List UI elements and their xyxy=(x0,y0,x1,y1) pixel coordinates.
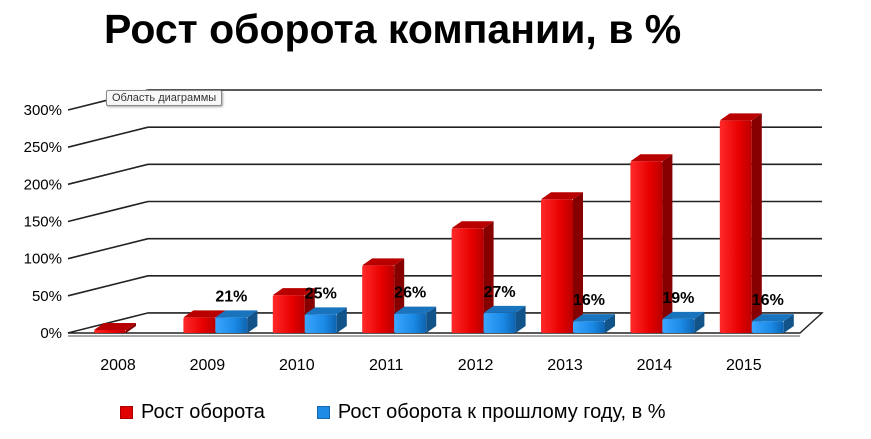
x-tick-label: 2015 xyxy=(726,357,762,374)
bar-top xyxy=(183,310,226,318)
bar-top xyxy=(304,307,347,315)
bar-front xyxy=(751,321,784,333)
bar-side xyxy=(662,154,673,333)
x-tick-label: 2010 xyxy=(279,357,315,374)
data-label: 16% xyxy=(573,292,605,309)
bar-top xyxy=(451,221,494,229)
y-tick-label: 100% xyxy=(24,251,62,268)
series-0-bar xyxy=(541,192,583,333)
legend-label: Рост оборота к прошлому году, в % xyxy=(337,400,666,423)
bar-top xyxy=(215,310,258,318)
y-axis-ticks: 0% 50% 100% 150% 200% 250% 300% xyxy=(24,102,62,342)
bar-front xyxy=(394,313,427,333)
series-0-bar xyxy=(719,113,762,333)
gridline-slant xyxy=(67,200,149,223)
bar-top xyxy=(630,154,673,162)
x-tick-label: 2014 xyxy=(637,357,673,374)
floor xyxy=(67,312,824,334)
series-0-bar xyxy=(630,154,673,333)
series-1-bar xyxy=(304,307,347,333)
bar-front xyxy=(183,317,216,333)
series-0-bar xyxy=(362,258,405,333)
x-tick-label: 2008 xyxy=(100,357,136,374)
legend: Рост оборота Рост оборота к прошлому год… xyxy=(120,398,718,426)
series-1-bar xyxy=(573,314,615,333)
bars xyxy=(94,113,794,333)
data-label: 21% xyxy=(215,288,247,305)
bar-side xyxy=(783,314,794,333)
x-tick-label: 2009 xyxy=(190,357,226,374)
bar-front xyxy=(662,318,695,333)
legend-swatch-red xyxy=(120,405,133,419)
data-labels: 21% 25% 26% 27% 16% 19% 16% xyxy=(215,284,783,309)
bar-top xyxy=(573,314,615,322)
series-1-bar xyxy=(215,310,258,333)
bar-front xyxy=(541,199,573,333)
bar-side xyxy=(751,113,762,333)
bar-top xyxy=(719,113,762,121)
bar-top xyxy=(394,306,437,314)
x-tick-label: 2013 xyxy=(547,357,583,374)
bar-top xyxy=(483,305,526,313)
legend-item-blue[interactable]: Рост оборота к прошлому году, в % xyxy=(316,400,666,424)
y-tick-label: 250% xyxy=(24,139,62,156)
gridline-slant xyxy=(67,237,149,260)
series-0-bar xyxy=(451,221,494,333)
bar-front xyxy=(304,314,337,333)
bar-front xyxy=(630,161,663,333)
data-label: 25% xyxy=(305,285,337,302)
bar-side xyxy=(247,310,258,333)
bar-side xyxy=(515,305,526,333)
x-axis-ticks: 2008 2009 2010 2011 2012 2013 2014 2015 xyxy=(100,357,761,374)
series-0-bar xyxy=(94,323,136,333)
bar-side xyxy=(573,192,583,333)
gridline-slant xyxy=(67,163,149,186)
legend-label: Рост оборота xyxy=(141,400,265,423)
bar-side xyxy=(336,307,347,333)
bar-side xyxy=(483,221,494,333)
gridline-slant xyxy=(67,275,149,297)
data-label: 27% xyxy=(484,284,516,301)
bar-top xyxy=(751,314,794,322)
gridline-slant xyxy=(67,126,149,148)
bar-front xyxy=(215,317,248,333)
bar-top xyxy=(662,311,705,319)
bar-front xyxy=(451,228,484,333)
gridlines xyxy=(67,89,822,334)
legend-swatch-blue xyxy=(316,405,330,419)
bar-top xyxy=(541,192,583,200)
data-label: 19% xyxy=(662,290,694,307)
bar-front xyxy=(483,312,516,333)
bar-front xyxy=(272,295,305,333)
data-label: 16% xyxy=(752,292,784,309)
y-tick-label: 300% xyxy=(24,102,62,119)
bar-front xyxy=(94,330,126,333)
bar-front xyxy=(362,265,395,333)
bar-top xyxy=(94,323,136,331)
legend-item-red[interactable]: Рост оборота xyxy=(120,401,265,424)
series-1-bar xyxy=(662,311,705,333)
y-tick-label: 0% xyxy=(40,325,62,342)
series-1-bar xyxy=(751,314,794,333)
bar-side xyxy=(126,323,136,333)
bar-front xyxy=(719,120,752,333)
y-tick-label: 50% xyxy=(32,288,62,305)
bar-top xyxy=(272,288,315,296)
bar-side xyxy=(605,314,615,333)
bar-side xyxy=(426,306,437,333)
chart-title-text: Рост оборота компании, в % xyxy=(104,6,682,52)
chart-floor xyxy=(67,312,824,337)
bar-front xyxy=(573,321,605,333)
data-label: 26% xyxy=(394,285,426,302)
series-1-bar xyxy=(483,305,526,333)
x-tick-label: 2011 xyxy=(369,357,404,374)
bar-top xyxy=(362,258,405,266)
chart-area-tooltip: Область диаграммы xyxy=(106,90,223,106)
bar-side xyxy=(694,311,705,333)
y-tick-label: 200% xyxy=(24,176,62,193)
y-tick-label: 150% xyxy=(24,214,62,231)
x-tick-label: 2012 xyxy=(458,357,494,374)
series-1-bar xyxy=(394,306,437,333)
